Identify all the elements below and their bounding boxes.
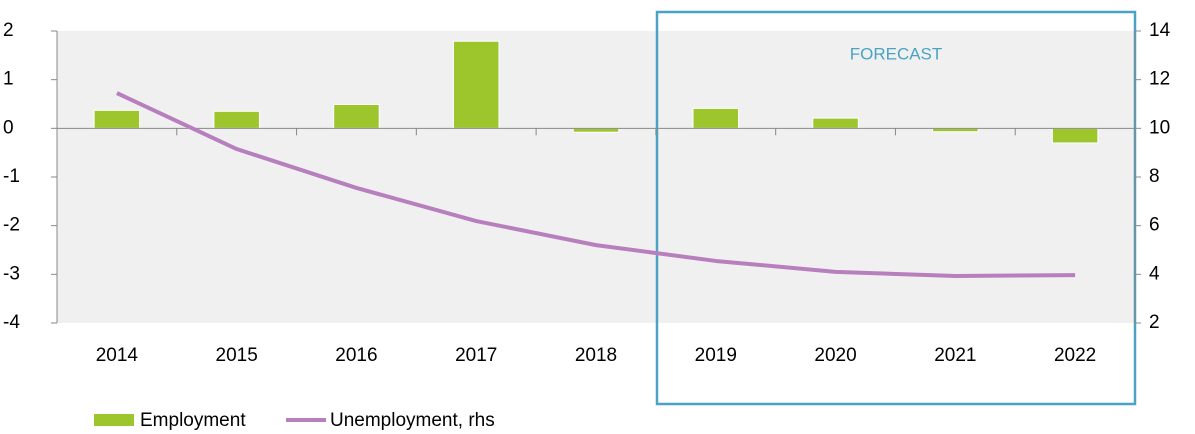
bar	[572, 127, 620, 133]
y2-tick-label: 8	[1149, 166, 1160, 187]
legend-label: Unemployment, rhs	[330, 410, 495, 431]
y-tick-label: 1	[3, 69, 14, 90]
y-tick-label: -2	[3, 215, 20, 236]
y2-tick-label: 2	[1149, 312, 1160, 333]
bar	[213, 110, 260, 129]
y2-tick-label: 4	[1149, 263, 1160, 284]
y-tick-label: 0	[3, 117, 14, 138]
bar	[333, 103, 380, 129]
x-tick-label: 2019	[695, 345, 737, 366]
forecast-label: FORECAST	[850, 44, 943, 63]
line	[116, 91, 1076, 279]
legend-label: Employment	[140, 410, 246, 431]
x-tick-label: 2015	[216, 345, 258, 366]
x-tick-label: 2021	[934, 345, 976, 366]
y-tick-label: -3	[3, 263, 20, 284]
x-tick-label: 2020	[814, 345, 856, 366]
x-tick-label: 2017	[455, 345, 497, 366]
x-tick-label: 2022	[1054, 345, 1096, 366]
y2-tick-label: 10	[1149, 117, 1170, 138]
bar	[1051, 127, 1099, 144]
y-tick-label: -4	[3, 312, 20, 333]
bar	[93, 109, 141, 129]
y-tick-label: -1	[3, 166, 20, 187]
x-tick-label: 2016	[335, 345, 377, 366]
bar	[932, 127, 979, 133]
bar	[692, 107, 740, 129]
y2-tick-label: 14	[1149, 20, 1171, 41]
y2-tick-label: 12	[1149, 69, 1170, 90]
bar	[452, 40, 500, 129]
bar	[812, 117, 859, 129]
y2-tick-label: 6	[1149, 215, 1160, 236]
plot-area	[57, 31, 1135, 323]
y-tick-label: 2	[3, 20, 14, 41]
legend-swatch	[94, 414, 134, 426]
x-tick-label: 2018	[575, 345, 617, 366]
x-tick-label: 2014	[96, 345, 139, 366]
